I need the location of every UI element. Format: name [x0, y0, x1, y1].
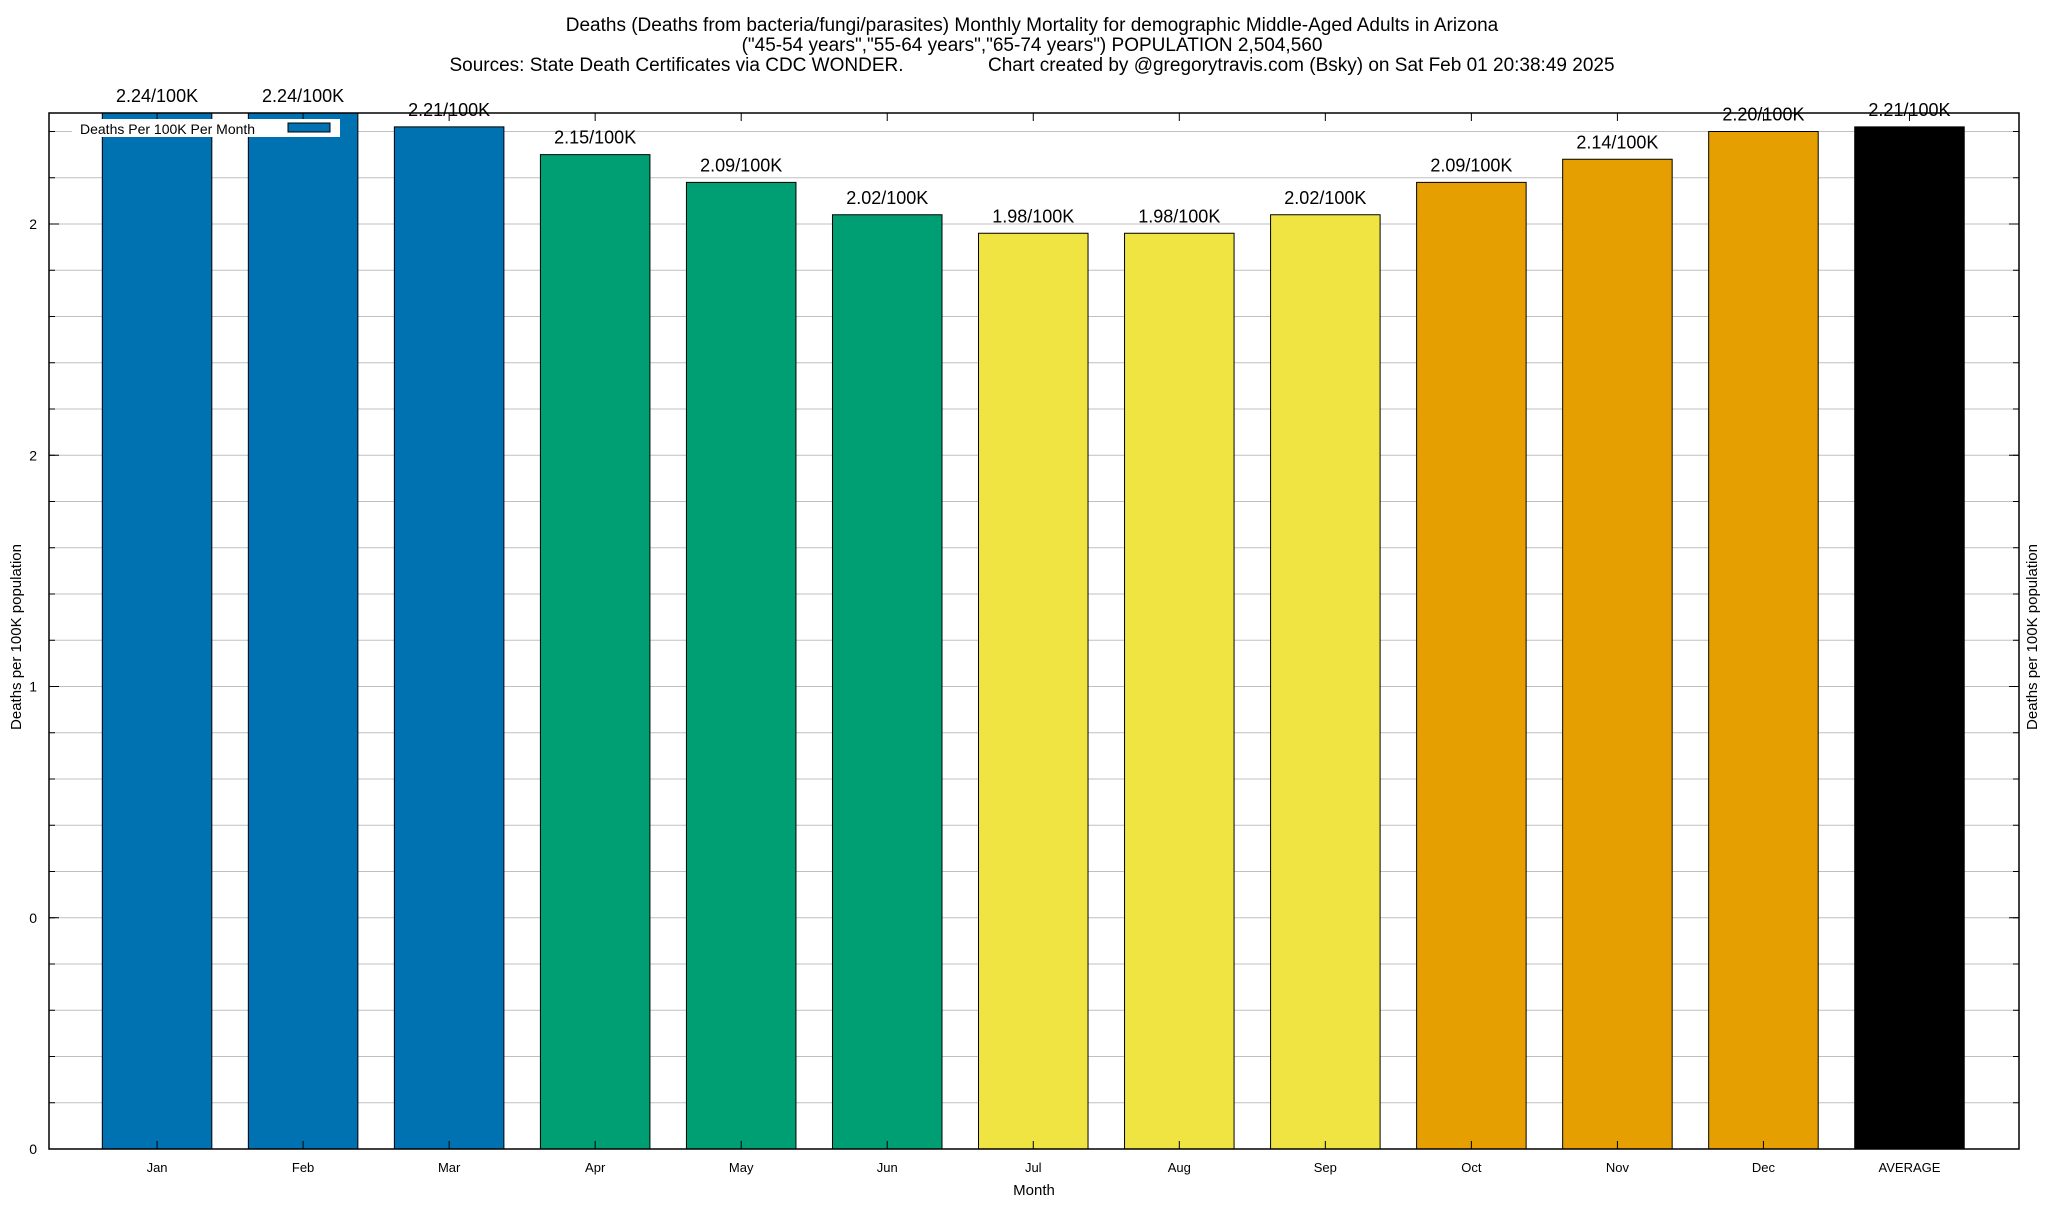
bar-nov: [1562, 158, 1673, 1150]
y-tick-label: 0: [29, 1141, 37, 1157]
bar-jun: [831, 214, 943, 1150]
bar-value-label: 2.02/100K: [1284, 188, 1366, 208]
bar-value-label: 2.21/100K: [1868, 100, 1950, 120]
bar-value-label: 2.15/100K: [554, 128, 636, 148]
chart-title-line-2: ("45-54 years","55-64 years","65-74 year…: [742, 35, 1323, 56]
x-tick-label: AVERAGE: [1879, 1160, 1941, 1175]
bar-apr: [539, 154, 651, 1150]
bar-value-label: 2.09/100K: [1430, 155, 1512, 175]
bar-value-label: 1.98/100K: [1138, 206, 1220, 226]
bar-value-label: 2.24/100K: [116, 86, 198, 106]
bar-aug: [1124, 232, 1235, 1150]
y-tick-label: 2: [29, 447, 37, 463]
x-tick-label: Nov: [1606, 1160, 1630, 1175]
x-tick-label: Oct: [1461, 1160, 1482, 1175]
x-tick-label: Jan: [147, 1160, 168, 1175]
bar-value-label: 2.21/100K: [408, 100, 490, 120]
bar-may: [685, 181, 797, 1150]
bar-value-label: 2.24/100K: [262, 86, 344, 106]
legend: Deaths Per 100K Per Month: [72, 119, 340, 137]
axis-ticks: [49, 113, 2019, 1150]
y-axis-label: Deaths per 100K population: [8, 544, 25, 730]
bar-average: [1854, 126, 1965, 1150]
bar-value-label: 1.98/100K: [992, 206, 1074, 226]
y2-axis-label: Deaths per 100K population: [2024, 544, 2041, 730]
bar-value-label: 2.20/100K: [1722, 105, 1804, 125]
plot-frame: [48, 112, 2020, 1150]
bar-oct: [1416, 181, 1527, 1150]
bars: [101, 112, 1965, 1150]
x-tick-label: Mar: [438, 1160, 461, 1175]
x-tick-label: Jul: [1025, 1160, 1042, 1175]
labels: 0 0 1 2 2 Jan 2.24/100K Feb 2.24/100K Mar 2.21/100…: [29, 86, 1950, 1175]
legend-label: Deaths Per 100K Per Month: [80, 121, 255, 137]
bar-value-label: 2.09/100K: [700, 155, 782, 175]
x-tick-label: Aug: [1168, 1160, 1191, 1175]
x-tick-label: Feb: [292, 1160, 314, 1175]
legend-background: [72, 119, 340, 137]
bar-dec: [1708, 131, 1819, 1150]
bar-value-label: 2.14/100K: [1576, 132, 1658, 152]
x-tick-label: May: [729, 1160, 754, 1175]
bar-value-label: 2.02/100K: [846, 188, 928, 208]
legend-swatch: [287, 122, 331, 133]
x-axis-label: Month: [1013, 1182, 1055, 1199]
bar-jul: [978, 232, 1089, 1150]
bar-sep: [1270, 214, 1381, 1150]
chart-title-line-3: Sources: State Death Certificates via CD…: [449, 55, 1614, 76]
x-tick-label: Jun: [877, 1160, 898, 1175]
x-tick-label: Dec: [1752, 1160, 1776, 1175]
y-tick-label: 0: [29, 910, 37, 926]
chart-title-line-1: Deaths (Deaths from bacteria/fungi/paras…: [566, 15, 1499, 36]
y-tick-label: 2: [29, 216, 37, 232]
bar-mar: [393, 126, 505, 1150]
bar-feb: [247, 112, 359, 1150]
y-tick-label: 1: [29, 679, 37, 695]
x-tick-label: Sep: [1314, 1160, 1337, 1175]
x-tick-label: Apr: [585, 1160, 606, 1175]
bar-jan: [101, 112, 213, 1150]
